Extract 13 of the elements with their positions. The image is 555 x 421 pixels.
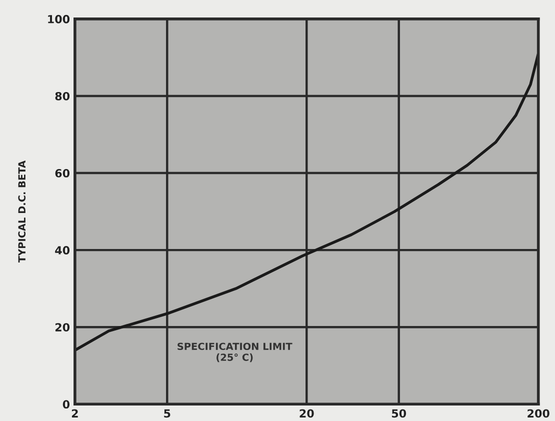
y-tick-label: 60 — [55, 169, 70, 178]
y-tick-label: 40 — [55, 246, 70, 254]
annotation: SPECIFICATION LIMIT (25° C) — [178, 342, 292, 362]
x-tick-label: 2 — [72, 409, 78, 418]
y-tick-label: 100 — [48, 14, 70, 24]
x-tick-label: 200 — [528, 409, 550, 418]
x-tick-label: 5 — [164, 409, 170, 418]
y-tick-label: 80 — [55, 92, 70, 100]
x-tick-label: 50 — [392, 409, 406, 418]
y-axis-title: TYPICAL D.C. BETA — [18, 160, 26, 263]
y-tick-label: 20 — [55, 323, 70, 332]
y-tick-label: 0 — [62, 400, 70, 409]
x-tick-label: 20 — [300, 409, 314, 418]
